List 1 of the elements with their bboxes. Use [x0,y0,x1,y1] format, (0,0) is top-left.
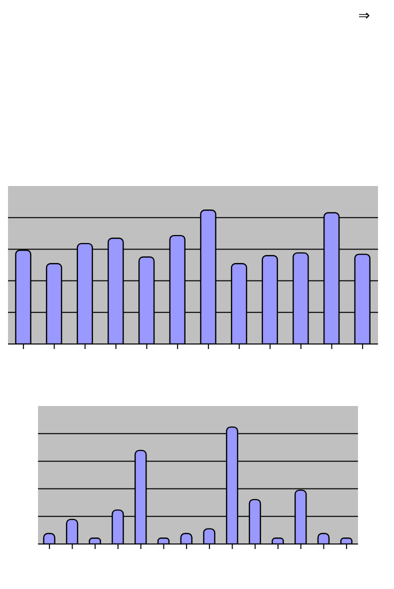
text: ⇒ [357,8,371,26]
